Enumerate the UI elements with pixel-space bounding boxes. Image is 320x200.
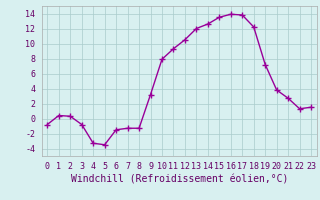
X-axis label: Windchill (Refroidissement éolien,°C): Windchill (Refroidissement éolien,°C) <box>70 174 288 184</box>
